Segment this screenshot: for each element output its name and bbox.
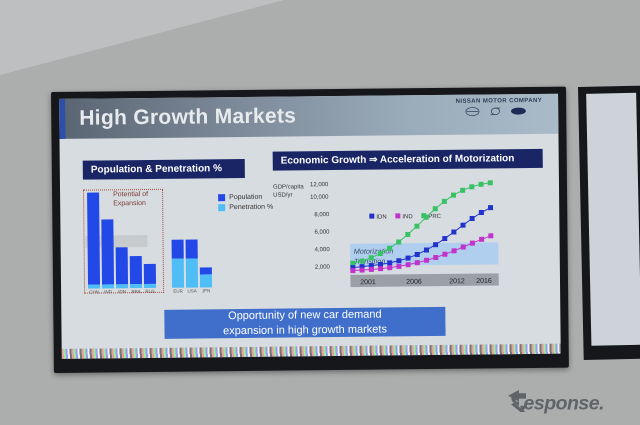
svg-text:2001: 2001	[360, 279, 376, 286]
svg-text:10,000: 10,000	[310, 195, 329, 201]
svg-text:2012: 2012	[449, 278, 465, 285]
svg-text:6,000: 6,000	[314, 230, 330, 236]
svg-text:PRC: PRC	[428, 214, 441, 220]
svg-text:2006: 2006	[406, 279, 422, 286]
svg-text:12,000: 12,000	[310, 182, 329, 188]
svg-text:esponse.: esponse.	[524, 393, 605, 415]
svg-text:4,000: 4,000	[315, 247, 331, 253]
svg-text:2016: 2016	[476, 278, 492, 285]
svg-text:2,000: 2,000	[315, 265, 331, 271]
svg-text:IND: IND	[402, 214, 413, 220]
svg-text:IDN: IDN	[376, 214, 386, 220]
svg-text:8,000: 8,000	[314, 212, 330, 218]
